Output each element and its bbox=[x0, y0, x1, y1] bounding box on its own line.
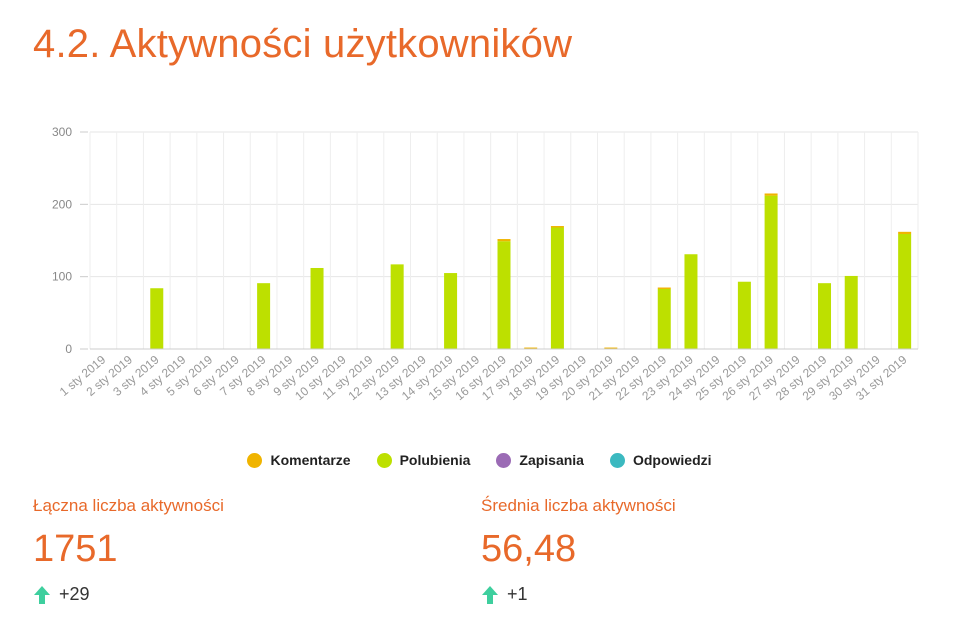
y-tick-label: 0 bbox=[65, 342, 72, 356]
legend-item-zapisania[interactable]: Zapisania bbox=[496, 452, 584, 468]
legend-label: Zapisania bbox=[519, 452, 584, 468]
legend-item-polubienia[interactable]: Polubienia bbox=[376, 452, 471, 468]
legend-label: Komentarze bbox=[270, 452, 351, 468]
bar-komentarze bbox=[497, 239, 511, 242]
bar-polubienia bbox=[257, 283, 271, 349]
bar-polubienia bbox=[310, 267, 324, 349]
y-tick-label: 200 bbox=[52, 197, 72, 211]
bar-polubienia bbox=[390, 264, 404, 349]
bar-polubienia bbox=[764, 195, 778, 349]
bar-polubienia bbox=[844, 275, 858, 349]
arrow-up-icon bbox=[34, 585, 50, 604]
average-activity-change: +1 bbox=[481, 584, 676, 605]
legend-label: Odpowiedzi bbox=[632, 452, 712, 468]
legend-dot-icon bbox=[247, 452, 263, 468]
bar-polubienia bbox=[684, 254, 698, 349]
bar-polubienia bbox=[657, 288, 671, 349]
bar-komentarze bbox=[657, 287, 671, 289]
legend-item-komentarze[interactable]: Komentarze bbox=[247, 452, 351, 468]
legend-dot-icon bbox=[609, 452, 625, 468]
total-activity-change-value: +29 bbox=[59, 584, 90, 604]
total-activity-stat: Łączna liczba aktywności 1751 +29 bbox=[33, 496, 224, 605]
y-tick-label: 100 bbox=[52, 270, 72, 284]
bar-polubienia bbox=[497, 241, 511, 349]
bar-komentarze bbox=[764, 193, 778, 196]
average-activity-change-value: +1 bbox=[507, 584, 528, 604]
bar-polubienia bbox=[550, 227, 564, 349]
bar-komentarze bbox=[604, 347, 618, 349]
bar-polubienia bbox=[898, 233, 912, 349]
average-activity-value: 56,48 bbox=[481, 528, 577, 570]
bar-komentarze bbox=[550, 226, 564, 228]
average-activity-label: Średnia liczba aktywności bbox=[481, 496, 676, 515]
total-activity-value: 1751 bbox=[33, 528, 118, 570]
bar-komentarze bbox=[898, 231, 912, 234]
page-title: 4.2. Aktywności użytkowników bbox=[33, 22, 573, 66]
bar-polubienia bbox=[737, 281, 751, 349]
y-tick-label: 300 bbox=[52, 125, 72, 139]
chart-legend: Komentarze Polubienia Zapisania Odpowied… bbox=[0, 452, 959, 468]
bar-polubienia bbox=[444, 273, 458, 349]
arrow-up-icon bbox=[482, 585, 498, 604]
legend-dot-icon bbox=[376, 452, 392, 468]
legend-label: Polubienia bbox=[399, 452, 471, 468]
bar-polubienia bbox=[150, 288, 164, 349]
bar-komentarze bbox=[524, 347, 538, 349]
legend-item-odpowiedzi[interactable]: Odpowiedzi bbox=[609, 452, 712, 468]
bar-polubienia bbox=[818, 283, 832, 349]
total-activity-change: +29 bbox=[33, 584, 224, 605]
legend-dot-icon bbox=[496, 452, 512, 468]
total-activity-label: Łączna liczba aktywności bbox=[33, 496, 224, 515]
average-activity-stat: Średnia liczba aktywności 56,48 +1 bbox=[481, 496, 676, 605]
